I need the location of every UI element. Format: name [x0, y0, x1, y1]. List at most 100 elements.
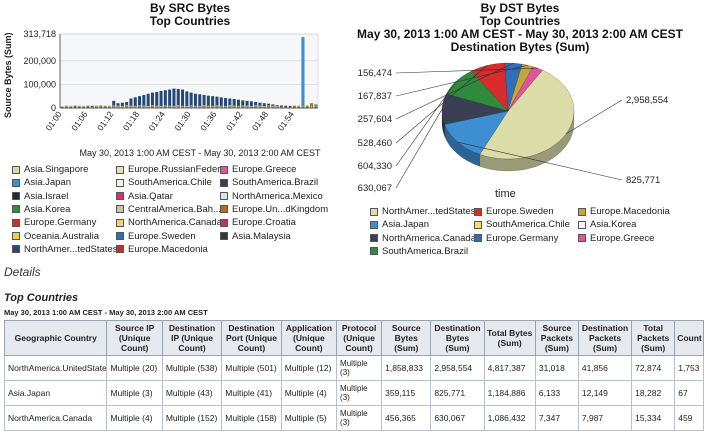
table-cell: 7,987 [577, 405, 633, 431]
pie-value-label: 630,067 [358, 183, 392, 194]
pie-slice[interactable] [507, 66, 543, 112]
src-legend-label: Asia.Qatar [128, 190, 173, 202]
src-legend-swatch [220, 192, 228, 201]
src-legend-item[interactable]: NorthAmerica.Mexico [220, 191, 323, 202]
column-header[interactable]: Geographic Country [3, 320, 108, 356]
y-tick-label: 0 [51, 103, 56, 113]
bar [117, 107, 119, 109]
bar [159, 90, 163, 109]
src-legend-swatch [116, 232, 124, 240]
src-legend-label: Asia.Israel [24, 190, 69, 202]
bar [194, 107, 197, 109]
x-tick-label: 01:18 [121, 109, 142, 132]
dst-legend-item[interactable]: Asia.Japan [370, 219, 429, 230]
column-header[interactable]: Total Bytes (Sum) [483, 320, 536, 356]
column-header[interactable]: Source Bytes (Sum) [381, 320, 432, 356]
pie-value-label: 825,771 [626, 175, 660, 186]
src-legend-label: Europe.Macedonia [128, 243, 208, 255]
bar [263, 107, 265, 109]
dst-legend-item[interactable]: Europe.Greece [578, 233, 654, 244]
src-legend-item[interactable]: Asia.Korea [12, 204, 70, 215]
src-legend-item[interactable]: Europe.Croatia [220, 217, 296, 228]
x-tick-label: 01:42 [224, 109, 245, 132]
bar [156, 107, 158, 109]
table-row[interactable]: Asia.Japan Multiple (3) Multiple (43) Multi… [3, 380, 704, 406]
pie-slice[interactable] [441, 93, 509, 125]
src-legend-item[interactable]: Europe.Macedonia [116, 244, 208, 255]
dst-legend-swatch [578, 234, 586, 243]
src-legend-item[interactable]: CentralAmerica.Bah... [116, 204, 221, 215]
pie-slice[interactable] [507, 63, 534, 112]
pie-slice[interactable] [479, 69, 575, 160]
column-header[interactable]: Destination Bytes (Sum) [430, 320, 485, 356]
dst-legend-label: SouthAmerica.Brazil [382, 245, 469, 257]
dst-legend-item[interactable]: SouthAmerica.Brazil [370, 246, 468, 257]
src-legend-label: NorthAmerica.Mexico [232, 190, 323, 202]
dst-legend-item[interactable]: NorthAmerica.Canada [370, 233, 476, 244]
bar [216, 107, 218, 109]
src-legend-item[interactable]: Europe.Greece [220, 164, 296, 175]
column-header[interactable]: Total Packets (Sum) [631, 320, 676, 356]
dst-legend-item[interactable]: Europe.Macedonia [578, 206, 670, 217]
bar [310, 107, 313, 109]
table-cell: 31,018 [534, 355, 579, 381]
src-chart-subtitle: Top Countries [149, 14, 231, 28]
table-cell: 1,858,833 [381, 355, 432, 381]
src-legend-item[interactable]: Europe.Germany [12, 217, 96, 228]
table-cell: Multiple (3) [106, 380, 163, 406]
table-cell: NorthAmerica.Canada [3, 405, 108, 431]
src-legend-item[interactable]: Oceania.Australia [12, 231, 99, 242]
column-header[interactable]: Protocol (Unique Count) [336, 320, 383, 356]
table-cell: NorthAmerica.UnitedStates [3, 355, 108, 381]
src-legend-item[interactable]: Europe.RussianFeder... [116, 164, 228, 175]
bar [211, 107, 214, 109]
bar [259, 107, 261, 109]
src-legend-item[interactable]: Asia.Israel [12, 191, 68, 202]
bar [95, 107, 98, 109]
table-cell: Multiple (12) [280, 355, 338, 381]
column-header[interactable]: Destination Packets (Sum) [577, 320, 633, 356]
src-legend-item[interactable]: SouthAmerica.Chile [116, 177, 212, 188]
column-header[interactable]: Count [674, 320, 704, 356]
table-cell: Multiple (4) [280, 380, 338, 406]
dst-legend-item[interactable]: NorthAmer...tedStates [370, 206, 475, 217]
src-legend-item[interactable]: NorthAmerica.Canada [116, 217, 222, 228]
column-header[interactable]: Destination Port (Unique Count) [221, 320, 282, 356]
dst-legend-item[interactable]: Europe.Sweden [474, 206, 554, 217]
src-legend-item[interactable]: Europe.Sweden [116, 231, 196, 242]
bar [168, 89, 172, 109]
column-header[interactable]: Destination IP (Unique Count) [161, 320, 223, 356]
src-legend-item[interactable]: Asia.Qatar [116, 191, 173, 202]
dst-legend-label: SouthAmerica.Chile [486, 219, 570, 231]
pie-slice[interactable] [445, 70, 509, 112]
src-legend-item[interactable]: Asia.Singapore [12, 164, 88, 175]
src-legend-label: Europe.Greece [232, 164, 297, 175]
dst-legend-item[interactable]: SouthAmerica.Chile [474, 219, 570, 230]
src-legend-swatch [220, 178, 228, 187]
bar [207, 107, 210, 109]
table-cell: Multiple (152) [161, 405, 223, 431]
bar [180, 89, 185, 109]
bar [297, 107, 300, 109]
dst-legend-item[interactable]: Europe.Germany [474, 233, 558, 244]
table-cell: Asia.Japan [3, 380, 108, 406]
dst-legend-item[interactable]: Asia.Korea [578, 219, 636, 230]
column-header[interactable]: Application (Unique Count) [280, 320, 338, 356]
column-header[interactable]: Source Packets (Sum) [534, 320, 579, 356]
bar [65, 107, 68, 109]
column-header[interactable]: Source IP (Unique Count) [106, 320, 163, 356]
src-legend-item[interactable]: SouthAmerica.Brazil [220, 177, 318, 188]
bar [91, 107, 93, 109]
dst-legend-swatch [474, 234, 482, 243]
table-cell: 12,149 [577, 380, 633, 406]
src-legend-item[interactable]: Asia.Malaysia [220, 231, 291, 242]
bar [233, 107, 235, 109]
pie-labels: 156,474 167,837 257,604 528,460 604,330 630,0… [358, 62, 668, 194]
table-row[interactable]: NorthAmerica.UnitedStates Multiple (20) Mu… [3, 355, 704, 381]
src-legend-item[interactable]: Europe.Un...dKingdom [220, 204, 328, 215]
table-cell: Multiple (41) [221, 380, 282, 406]
src-legend-item[interactable]: Asia.Japan [12, 177, 71, 188]
src-legend-item[interactable]: NorthAmer...tedStates [12, 244, 117, 255]
dst-pie-chart: 156,474 167,837 257,604 528,460 604,330 630,0… [358, 62, 668, 194]
table-row[interactable]: NorthAmerica.Canada Multiple (4) Multiple … [3, 405, 704, 431]
